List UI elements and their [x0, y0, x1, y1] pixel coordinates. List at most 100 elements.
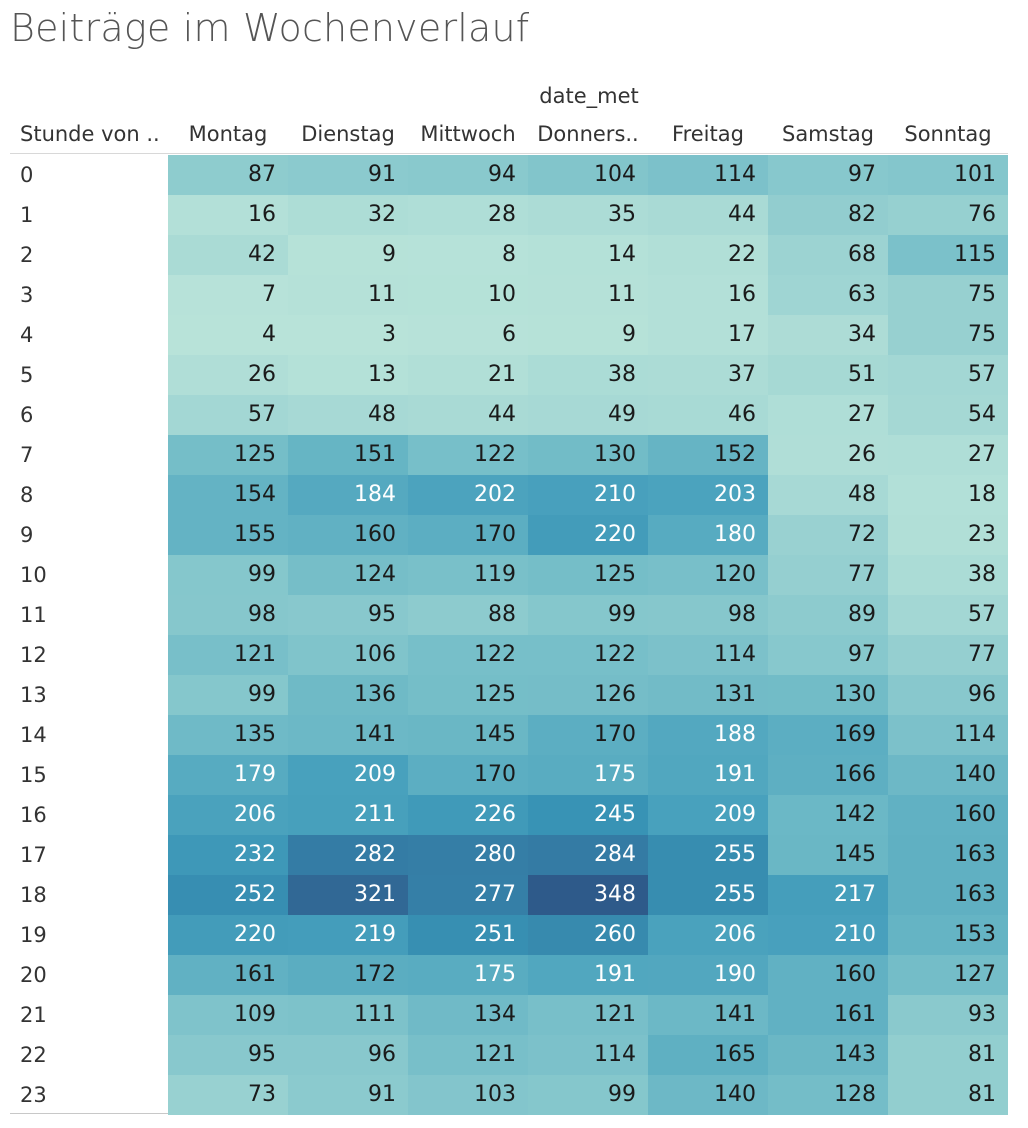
heatmap-cell: 3: [288, 315, 408, 355]
heatmap-cell: 128: [768, 1075, 888, 1115]
heatmap-cell: 209: [648, 795, 768, 835]
heatmap-cell: 180: [648, 515, 768, 555]
heatmap-cell: 202: [408, 475, 528, 515]
heatmap-cell: 38: [528, 355, 648, 395]
row-label: 10: [20, 563, 47, 587]
heatmap-cell: 160: [288, 515, 408, 555]
heatmap-cell: 95: [168, 1035, 288, 1075]
heatmap-cell: 98: [168, 595, 288, 635]
heatmap-cell: 165: [648, 1035, 768, 1075]
heatmap-cell: 125: [168, 435, 288, 475]
heatmap-cell: 130: [528, 435, 648, 475]
row-label: 21: [20, 1003, 47, 1027]
row-label: 17: [20, 843, 47, 867]
heatmap-cell: 141: [288, 715, 408, 755]
heatmap-cell: 210: [768, 915, 888, 955]
heatmap-cell: 175: [528, 755, 648, 795]
row-label: 3: [20, 283, 34, 307]
heatmap-cell: 109: [168, 995, 288, 1035]
heatmap-cell: 245: [528, 795, 648, 835]
heatmap-cell: 226: [408, 795, 528, 835]
heatmap-cell: 111: [288, 995, 408, 1035]
heatmap-cell: 161: [768, 995, 888, 1035]
heatmap-cell: 160: [768, 955, 888, 995]
heatmap-cell: 163: [888, 835, 1008, 875]
heatmap-cell: 172: [288, 955, 408, 995]
heatmap-cell: 145: [408, 715, 528, 755]
heatmap-cell: 10: [408, 275, 528, 315]
heatmap-cell: 106: [288, 635, 408, 675]
header-divider: [10, 153, 1008, 154]
heatmap-cell: 73: [168, 1075, 288, 1115]
row-label: 18: [20, 883, 47, 907]
heatmap-cell: 163: [888, 875, 1008, 915]
heatmap-cell: 122: [528, 635, 648, 675]
heatmap-cell: 220: [168, 915, 288, 955]
heatmap-cell: 130: [768, 675, 888, 715]
heatmap-cell: 151: [288, 435, 408, 475]
heatmap-cell: 121: [528, 995, 648, 1035]
heatmap-cell: 16: [648, 275, 768, 315]
heatmap-cell: 57: [888, 355, 1008, 395]
heatmap-cell: 136: [288, 675, 408, 715]
heatmap-cell: 104: [528, 155, 648, 195]
row-header: Stunde von ..: [20, 122, 160, 146]
heatmap-cell: 217: [768, 875, 888, 915]
column-header: Dienstag: [301, 122, 395, 146]
heatmap-cell: 93: [888, 995, 1008, 1035]
heatmap-cell: 191: [528, 955, 648, 995]
heatmap-cell: 81: [888, 1075, 1008, 1115]
heatmap-cell: 46: [648, 395, 768, 435]
heatmap-cell: 125: [528, 555, 648, 595]
heatmap-cell: 141: [648, 995, 768, 1035]
heatmap-cell: 191: [648, 755, 768, 795]
column-header: Samstag: [781, 122, 875, 146]
heatmap-cell: 154: [168, 475, 288, 515]
heatmap-cell: 284: [528, 835, 648, 875]
row-label: 8: [20, 483, 34, 507]
heatmap-cell: 280: [408, 835, 528, 875]
row-label: 22: [20, 1043, 47, 1067]
heatmap-cell: 114: [648, 635, 768, 675]
heatmap-cell: 96: [288, 1035, 408, 1075]
heatmap-cell: 7: [168, 275, 288, 315]
heatmap-cell: 75: [888, 275, 1008, 315]
row-label: 15: [20, 763, 47, 787]
heatmap-cell: 34: [768, 315, 888, 355]
heatmap-cell: 127: [888, 955, 1008, 995]
heatmap-cell: 11: [288, 275, 408, 315]
heatmap-cell: 99: [528, 595, 648, 635]
heatmap-cell: 76: [888, 195, 1008, 235]
heatmap-cell: 68: [768, 235, 888, 275]
heatmap-cell: 99: [528, 1075, 648, 1115]
heatmap-cell: 51: [768, 355, 888, 395]
heatmap-cell: 22: [648, 235, 768, 275]
heatmap-cell: 75: [888, 315, 1008, 355]
heatmap-cell: 54: [888, 395, 1008, 435]
heatmap-cell: 115: [888, 235, 1008, 275]
row-label-bottom-rule: [10, 1113, 168, 1114]
heatmap-cell: 91: [288, 1075, 408, 1115]
heatmap-cell: 38: [888, 555, 1008, 595]
heatmap-cell: 44: [648, 195, 768, 235]
heatmap-cell: 77: [768, 555, 888, 595]
heatmap-cell: 94: [408, 155, 528, 195]
heatmap-cell: 44: [408, 395, 528, 435]
heatmap-cell: 98: [648, 595, 768, 635]
heatmap-cell: 125: [408, 675, 528, 715]
heatmap-cell: 42: [168, 235, 288, 275]
heatmap-cell: 13: [288, 355, 408, 395]
heatmap-cell: 184: [288, 475, 408, 515]
heatmap-cell: 210: [528, 475, 648, 515]
heatmap-cell: 122: [408, 635, 528, 675]
row-label: 7: [20, 443, 34, 467]
heatmap-cell: 26: [168, 355, 288, 395]
heatmap-cell: 169: [768, 715, 888, 755]
heatmap-cell: 18: [888, 475, 1008, 515]
heatmap-cell: 170: [408, 755, 528, 795]
row-label: 20: [20, 963, 47, 987]
heatmap-cell: 153: [888, 915, 1008, 955]
column-group-label: date_met: [539, 84, 639, 108]
row-label: 0: [20, 163, 34, 187]
row-label: 2: [20, 243, 34, 267]
